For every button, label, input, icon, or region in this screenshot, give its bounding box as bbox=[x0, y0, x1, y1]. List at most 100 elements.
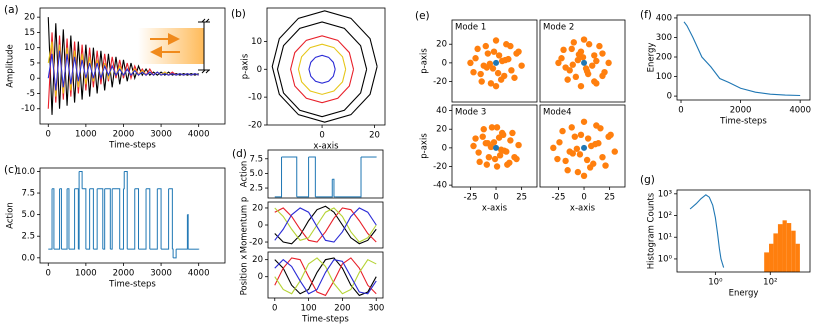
step-segment bbox=[146, 188, 151, 250]
y-tick-label: 10.0 bbox=[16, 167, 35, 177]
axes-frame bbox=[39, 167, 226, 264]
scatter-point bbox=[493, 59, 500, 66]
step-segment bbox=[104, 188, 111, 250]
x-tick-label: 3000 bbox=[150, 269, 172, 279]
step-segment bbox=[74, 188, 79, 250]
x-tick-label: 1000 bbox=[75, 130, 97, 140]
scatter-point bbox=[596, 42, 603, 50]
step-segment bbox=[123, 171, 125, 190]
scatter-point bbox=[506, 159, 513, 166]
y-tick-label: 40 bbox=[436, 106, 447, 116]
scatter-point bbox=[491, 155, 499, 163]
scatter-point bbox=[490, 139, 498, 146]
scatter-point bbox=[495, 52, 503, 59]
scatter-point bbox=[576, 151, 584, 158]
scatter-point bbox=[590, 160, 597, 167]
scatter-point bbox=[518, 62, 525, 69]
step-segment bbox=[110, 188, 113, 250]
scatter-point bbox=[515, 48, 522, 55]
scatter-point bbox=[599, 72, 606, 80]
scatter-point bbox=[556, 139, 563, 146]
scatter-point bbox=[483, 64, 491, 71]
panel-label: (f) bbox=[640, 9, 652, 21]
scatter-point bbox=[569, 61, 576, 68]
scatter-point bbox=[584, 135, 592, 142]
y-tick-label: 400 bbox=[656, 13, 672, 23]
x-axis-label: x-axis bbox=[482, 204, 508, 214]
scatter-point bbox=[602, 162, 609, 169]
histogram-bar bbox=[782, 220, 787, 272]
series-line bbox=[689, 194, 725, 268]
scatter-point bbox=[477, 70, 484, 78]
scatter-point bbox=[568, 45, 575, 53]
step-segment bbox=[157, 188, 162, 250]
x-tick-label: 0 bbox=[46, 130, 51, 140]
step-segment bbox=[97, 188, 104, 250]
scatter-point bbox=[593, 57, 600, 65]
x-tick-label: 0 bbox=[319, 131, 324, 141]
y-tick-label: 0 bbox=[442, 58, 447, 68]
y-tick-label: 20 bbox=[252, 203, 263, 213]
y-tick-label: 7.5 bbox=[21, 189, 35, 199]
scatter-point bbox=[611, 148, 618, 155]
histogram-bar bbox=[795, 243, 800, 272]
scatter-point bbox=[591, 52, 598, 59]
scatter-point bbox=[470, 142, 477, 150]
axes-frame bbox=[539, 19, 626, 103]
scatter-point bbox=[560, 46, 567, 54]
y-tick-label: -40 bbox=[433, 181, 447, 191]
step-segment bbox=[172, 248, 174, 258]
scatter-point bbox=[577, 82, 585, 90]
y-tick-label: 300 bbox=[656, 33, 672, 43]
series-line bbox=[274, 257, 377, 297]
axes-frame bbox=[267, 251, 384, 299]
series-line bbox=[274, 257, 377, 297]
scatter-point bbox=[480, 126, 487, 133]
scatter-point bbox=[515, 141, 522, 149]
wall bbox=[198, 18, 210, 74]
x-tick-label: 0 bbox=[581, 193, 586, 203]
step-segment bbox=[168, 188, 173, 250]
scatter-point bbox=[495, 134, 503, 141]
scatter-point bbox=[482, 42, 489, 50]
scatter-point bbox=[496, 152, 504, 159]
y-tick-label: 0 bbox=[30, 74, 35, 84]
y-tick-label: 10⁰ bbox=[658, 254, 673, 264]
scatter-point bbox=[571, 133, 579, 140]
scatter-point bbox=[572, 73, 580, 81]
y-tick-label: 10² bbox=[658, 211, 672, 221]
y-tick-label: -10 bbox=[21, 104, 35, 114]
scatter-point bbox=[570, 39, 577, 46]
y-axis-label: Action bbox=[6, 202, 16, 229]
scatter-point bbox=[484, 50, 492, 57]
series-line bbox=[274, 207, 377, 243]
step-segment bbox=[112, 188, 121, 250]
heat-gradient bbox=[138, 28, 204, 64]
step-segment bbox=[335, 157, 362, 198]
scatter-point bbox=[562, 157, 569, 165]
step-segment bbox=[68, 188, 76, 250]
y-axis-label: p-axis bbox=[241, 53, 251, 79]
y-tick-label: 20 bbox=[436, 40, 447, 50]
y-tick-label: -10 bbox=[248, 93, 262, 103]
y-tick-label: 10 bbox=[251, 37, 262, 47]
step-segment bbox=[127, 188, 136, 250]
step-segment bbox=[48, 188, 53, 250]
scatter-point bbox=[580, 36, 588, 43]
y-tick-label: 5.0 bbox=[21, 210, 35, 220]
step-segment bbox=[187, 214, 189, 250]
y-tick-label: 0 bbox=[257, 65, 262, 75]
axes-frame bbox=[451, 104, 538, 188]
y-tick-label: 200 bbox=[656, 53, 672, 63]
y-tick-label: 20 bbox=[252, 255, 263, 265]
scatter-point bbox=[574, 168, 582, 176]
y-tick-label: 2.5 bbox=[21, 232, 35, 242]
y-tick-label: 0 bbox=[442, 143, 447, 153]
x-axis-label: Time-steps bbox=[108, 141, 156, 151]
axes-frame bbox=[676, 189, 811, 273]
x-tick-label: 1000 bbox=[75, 269, 97, 279]
scatter-point bbox=[501, 147, 508, 154]
step-segment bbox=[82, 188, 87, 250]
histogram-bar bbox=[791, 230, 796, 272]
